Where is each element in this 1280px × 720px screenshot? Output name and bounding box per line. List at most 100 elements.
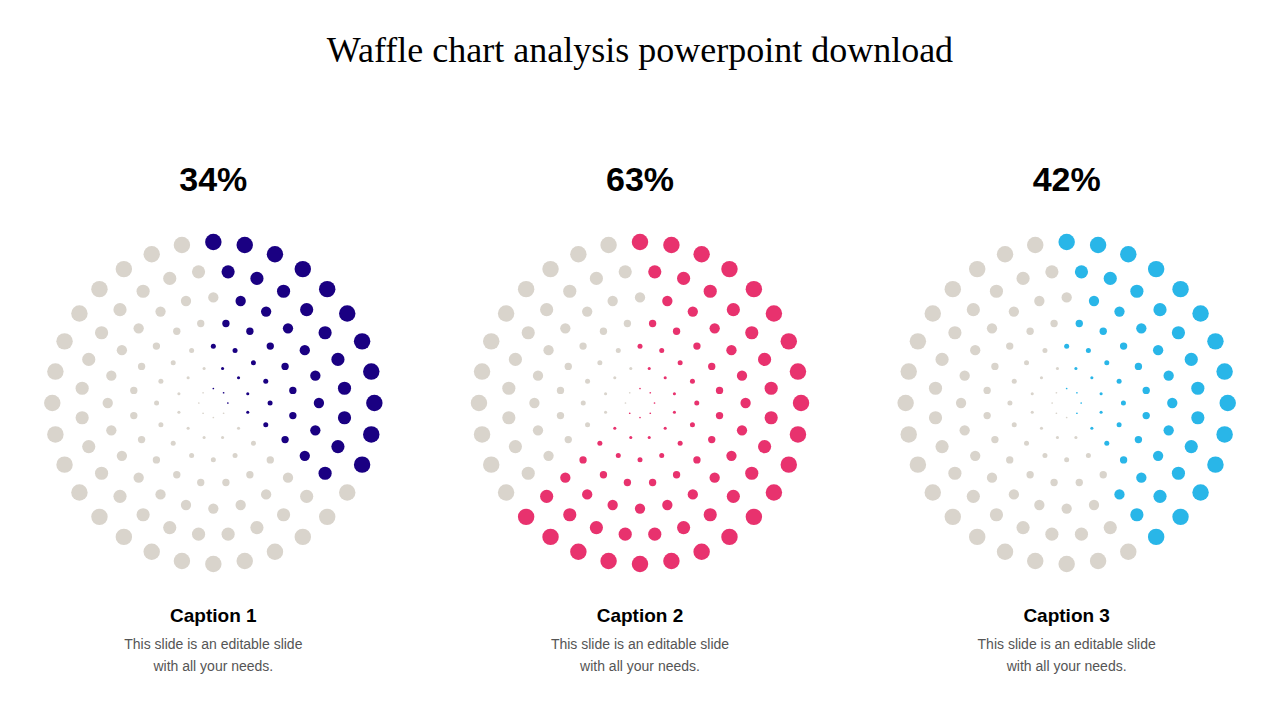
empty-dot	[212, 417, 214, 419]
empty-dot	[901, 426, 917, 442]
filled-dot	[222, 320, 229, 327]
filled-dot	[223, 392, 225, 394]
filled-dot	[1090, 237, 1106, 253]
empty-dot	[138, 363, 145, 370]
chart: Waffle chart analysis powerpoint downloa…	[0, 0, 1280, 720]
filled-dot	[263, 422, 268, 427]
filled-dot	[246, 411, 249, 414]
filled-dot	[648, 367, 651, 370]
filled-dot	[1135, 363, 1142, 370]
empty-dot	[1040, 427, 1043, 430]
empty-dot	[522, 467, 535, 480]
filled-dot	[727, 303, 740, 316]
empty-dot	[1056, 392, 1058, 394]
empty-dot	[1007, 401, 1012, 406]
filled-dot	[1076, 392, 1078, 394]
empty-dot	[237, 427, 240, 430]
filled-dot	[746, 281, 762, 297]
empty-dot	[143, 544, 159, 560]
caption: Caption 2	[597, 605, 684, 626]
filled-dot	[277, 285, 290, 298]
caption: Caption 3	[1023, 605, 1110, 626]
filled-dot	[1086, 348, 1091, 353]
filled-dot	[1167, 398, 1177, 408]
empty-dot	[1100, 471, 1107, 478]
empty-dot	[47, 426, 63, 442]
filled-dot	[319, 467, 332, 480]
empty-dot	[1016, 521, 1029, 534]
empty-dot	[56, 333, 72, 349]
filled-dot	[1216, 426, 1232, 442]
filled-dot	[1104, 360, 1109, 365]
filled-dot	[1153, 490, 1166, 503]
filled-dot	[664, 376, 667, 379]
empty-dot	[960, 371, 970, 381]
empty-dot	[130, 387, 137, 394]
filled-dot	[237, 237, 253, 253]
empty-dot	[155, 306, 165, 316]
filled-dot	[1058, 234, 1074, 250]
empty-dot	[134, 473, 144, 483]
empty-dot	[246, 471, 253, 478]
filled-dot	[1130, 508, 1143, 521]
filled-dot	[542, 529, 558, 545]
filled-dot	[663, 553, 679, 569]
chart-container: Waffle chart analysis powerpoint downloa…	[0, 0, 1280, 720]
filled-dot	[1100, 392, 1103, 395]
empty-dot	[616, 348, 621, 353]
empty-dot	[557, 387, 564, 394]
filled-dot	[363, 363, 379, 379]
filled-dot	[1148, 529, 1164, 545]
filled-dot	[1153, 345, 1163, 355]
empty-dot	[283, 473, 293, 483]
filled-dot	[314, 398, 324, 408]
filled-dot	[635, 503, 645, 513]
filled-dot	[677, 521, 690, 534]
filled-dot	[688, 489, 698, 499]
empty-dot	[1026, 328, 1033, 335]
empty-dot	[295, 529, 311, 545]
empty-dot	[582, 306, 592, 316]
empty-dot	[117, 345, 127, 355]
empty-dot	[543, 451, 553, 461]
filled-dot	[518, 509, 534, 525]
filled-dot	[740, 398, 750, 408]
filled-dot	[289, 412, 296, 419]
filled-dot	[746, 509, 762, 525]
filled-dot	[693, 342, 700, 349]
empty-dot	[608, 296, 618, 306]
filled-dot	[1090, 376, 1093, 379]
empty-dot	[565, 436, 572, 443]
empty-dot	[967, 490, 980, 503]
empty-dot	[113, 490, 126, 503]
description-line: with all your needs.	[579, 658, 700, 674]
empty-dot	[319, 509, 335, 525]
filled-dot	[251, 360, 256, 365]
empty-dot	[106, 371, 116, 381]
empty-dot	[1062, 292, 1072, 302]
filled-dot	[1153, 451, 1163, 461]
empty-dot	[925, 305, 941, 321]
empty-dot	[1058, 556, 1074, 572]
filled-dot	[354, 333, 370, 349]
empty-dot	[1090, 553, 1106, 569]
filled-dot	[673, 328, 680, 335]
empty-dot	[1056, 367, 1059, 370]
filled-dot	[688, 306, 698, 316]
filled-dot	[597, 441, 602, 446]
filled-dot	[766, 305, 782, 321]
empty-dot	[1009, 306, 1019, 316]
filled-dot	[639, 388, 641, 390]
empty-dot	[543, 345, 553, 355]
filled-dot	[1172, 509, 1188, 525]
filled-dot	[1090, 427, 1093, 430]
filled-dot	[659, 348, 664, 353]
filled-dot	[639, 417, 641, 419]
empty-dot	[117, 451, 127, 461]
empty-dot	[130, 412, 137, 419]
filled-dot	[300, 303, 313, 316]
filled-dot	[704, 285, 717, 298]
empty-dot	[987, 323, 997, 333]
empty-dot	[71, 305, 87, 321]
empty-dot	[533, 371, 543, 381]
